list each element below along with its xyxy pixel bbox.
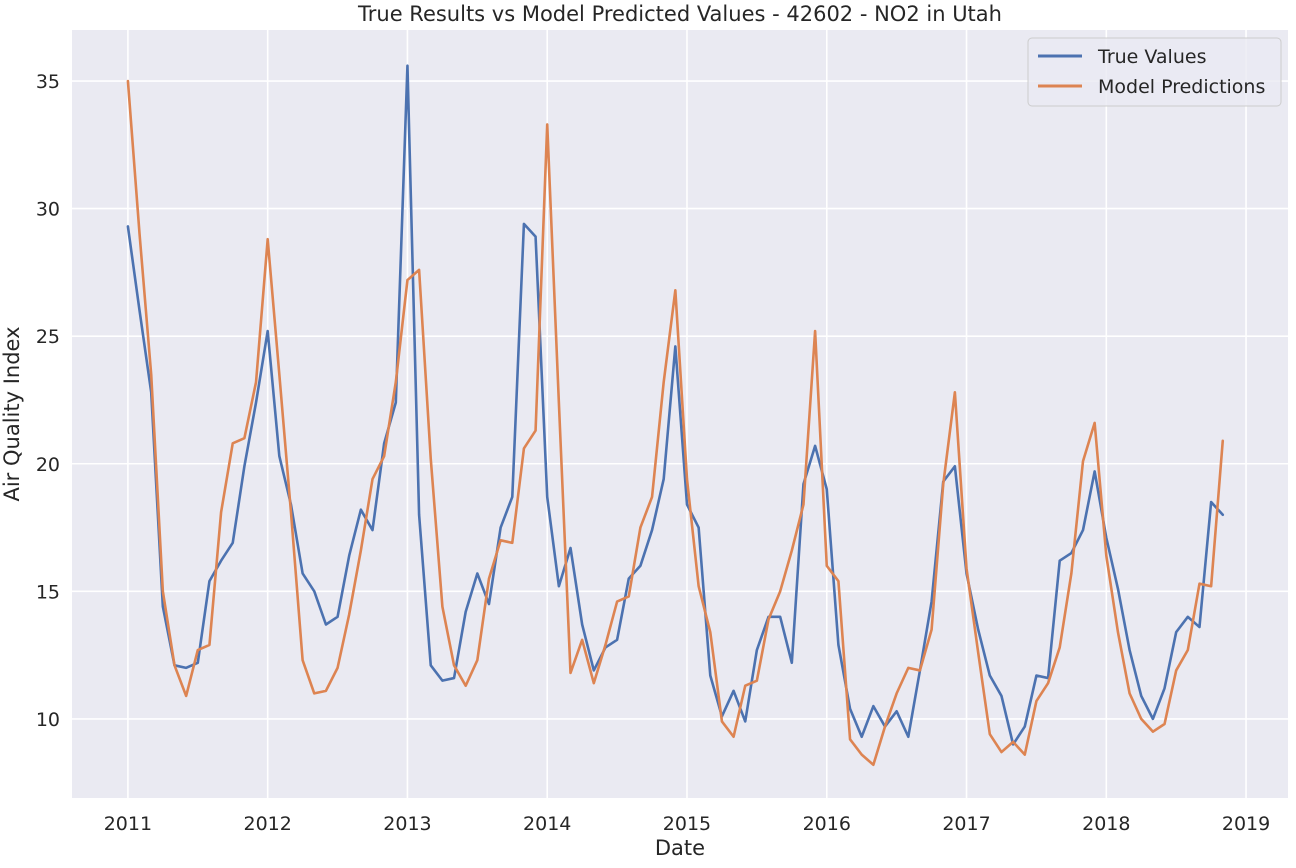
x-tick-label: 2019 [1222, 813, 1270, 835]
legend-label-model-predictions: Model Predictions [1098, 76, 1265, 98]
y-axis-label: Air Quality Index [0, 326, 24, 501]
x-tick-label: 2018 [1082, 813, 1130, 835]
grid-lines [72, 30, 1288, 798]
y-tick-label: 10 [36, 709, 60, 731]
x-tick-label: 2014 [523, 813, 571, 835]
series-line-model-predictions [126, 79, 1225, 767]
x-tick-label: 2015 [663, 813, 711, 835]
y-tick-label: 20 [36, 454, 60, 476]
y-tick-label: 25 [36, 326, 60, 348]
legend: True Values Model Predictions [1027, 37, 1282, 107]
y-tick-label: 35 [36, 71, 60, 93]
chart-title: True Results vs Model Predicted Values -… [357, 2, 1002, 26]
x-tick-label: 2011 [104, 813, 152, 835]
legend-label-true-values: True Values [1097, 46, 1206, 68]
series-line-true-values [126, 64, 1225, 746]
x-tick-labels: 2011 2012 2013 2014 2015 2016 2017 2018 2019 [104, 813, 1271, 835]
series-lines [126, 64, 1225, 767]
x-axis-label: Date [655, 836, 705, 860]
y-tick-labels: 10 15 20 25 30 35 [36, 71, 60, 731]
x-tick-label: 2016 [803, 813, 851, 835]
x-tick-label: 2017 [942, 813, 990, 835]
x-tick-label: 2013 [383, 813, 431, 835]
y-tick-label: 15 [36, 581, 60, 603]
y-tick-label: 30 [36, 199, 60, 221]
legend-box [1027, 37, 1282, 107]
x-tick-label: 2012 [243, 813, 291, 835]
